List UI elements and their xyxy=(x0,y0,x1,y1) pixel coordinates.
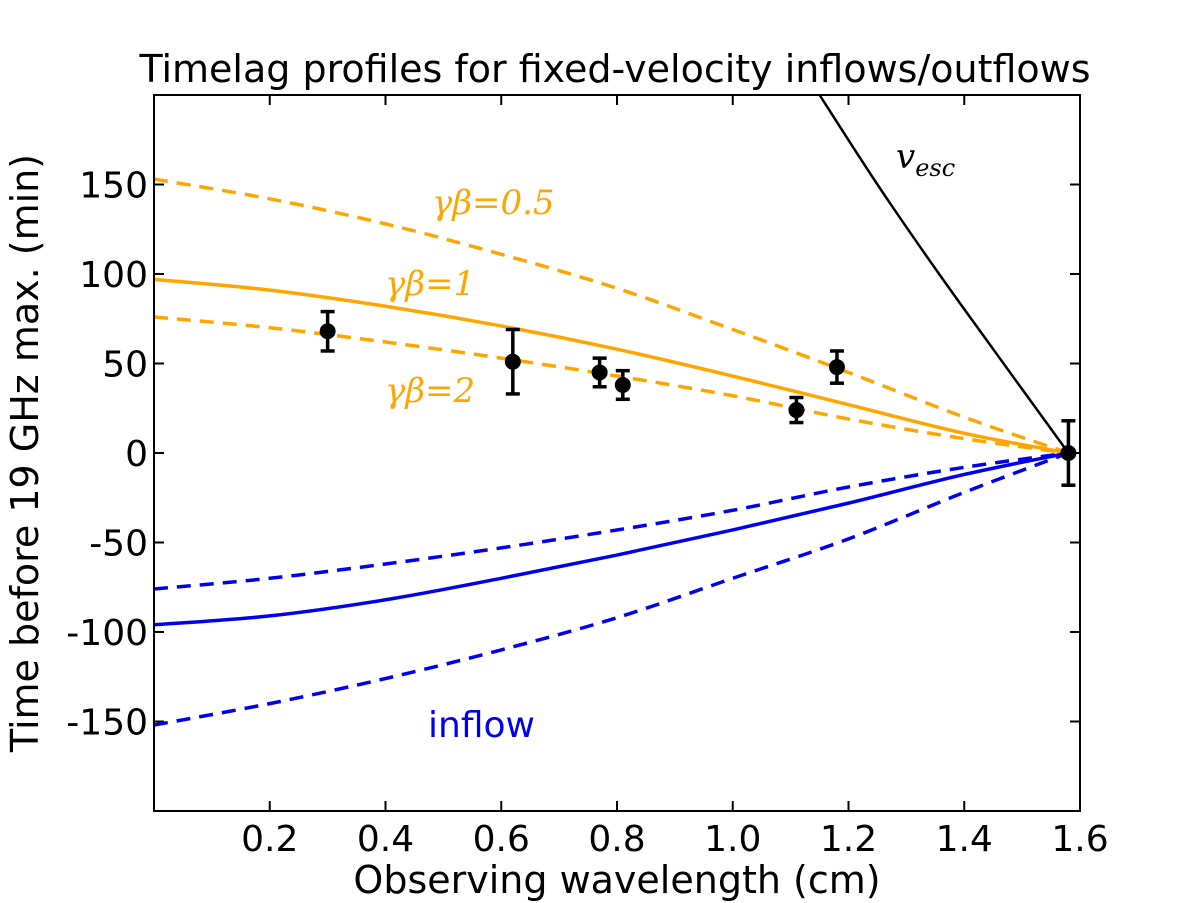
annotation-gb2: γβ=2 xyxy=(385,371,475,411)
annotation-inflow: inflow xyxy=(428,705,535,746)
chart-title: Timelag profiles for fixed-velocity infl… xyxy=(138,47,1090,91)
x-tick-label: 1.0 xyxy=(704,819,761,860)
annotation-gb05: γβ=0.5 xyxy=(432,183,555,223)
x-tick-label: 1.2 xyxy=(820,819,877,860)
data-point xyxy=(614,376,631,393)
series-line xyxy=(818,95,1070,454)
x-tick-label: 1.6 xyxy=(1051,819,1108,860)
plot-frame xyxy=(153,94,1081,812)
data-point xyxy=(788,402,805,419)
series-line xyxy=(154,451,1069,591)
series-line xyxy=(154,451,1069,627)
series-line xyxy=(154,277,1069,455)
data-point xyxy=(828,359,845,376)
series-line xyxy=(154,451,1070,727)
vesc-symbol: v xyxy=(896,137,915,177)
y-tick-label: 50 xyxy=(102,345,148,386)
annotation-vesc: vesc xyxy=(896,137,955,182)
x-tick-label: 0.6 xyxy=(473,819,530,860)
annotation-gb1: γβ=1 xyxy=(385,264,475,304)
x-axis-label: Observing wavelength (cm) xyxy=(353,858,880,902)
series-lines xyxy=(154,95,1070,727)
data-points xyxy=(319,309,1077,487)
y-tick-label: -150 xyxy=(66,703,148,744)
data-point xyxy=(319,323,336,340)
vesc-subscript: esc xyxy=(915,154,955,182)
y-axis-label: Time before 19 GHz max. (min) xyxy=(3,154,47,753)
x-tick-label: 0.2 xyxy=(241,819,298,860)
y-tick-label: 100 xyxy=(79,255,148,296)
curve-annotations: γβ=0.5 γβ=1 γβ=2 vesc inflow xyxy=(385,137,955,746)
data-point xyxy=(591,364,608,381)
axis-ticks: 0.2 0.4 0.6 0.8 1.0 1.2 1.4 1.6 150 100 50 0 -50 -100… xyxy=(66,95,1109,860)
data-point xyxy=(504,353,521,370)
y-tick-label: -50 xyxy=(89,524,148,565)
y-tick-label: 0 xyxy=(125,434,148,475)
x-tick-label: 1.4 xyxy=(936,819,993,860)
x-tick-label: 0.4 xyxy=(357,819,414,860)
series-line xyxy=(154,315,1069,455)
y-tick-label: -100 xyxy=(66,613,148,654)
y-tick-label: 150 xyxy=(79,166,148,207)
series-line xyxy=(154,177,1069,455)
data-point xyxy=(1060,445,1077,461)
x-tick-label: 0.8 xyxy=(588,819,645,860)
